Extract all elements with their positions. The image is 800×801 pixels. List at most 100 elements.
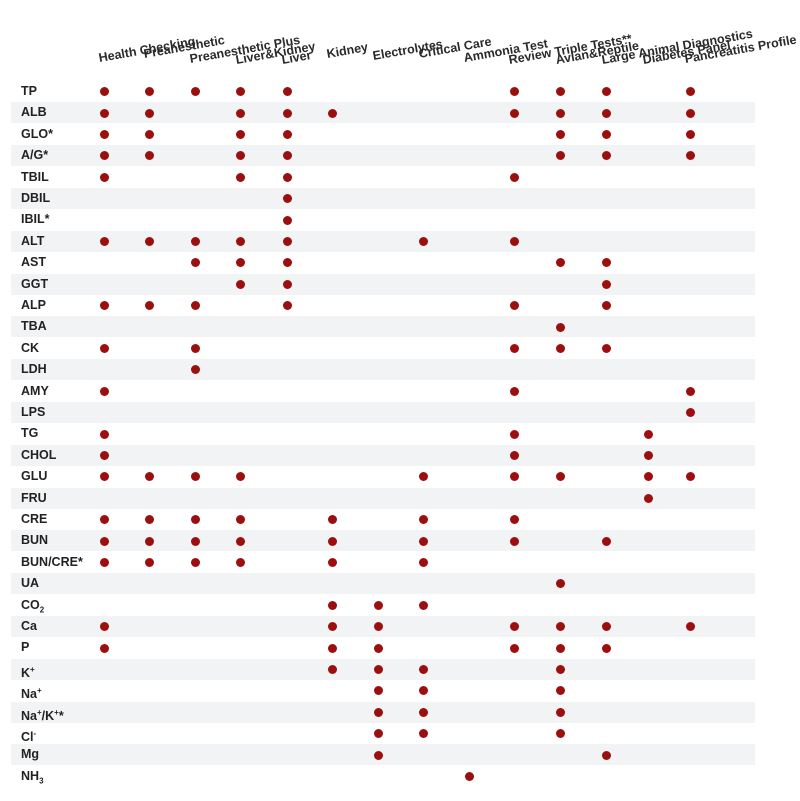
- test-label: CHOL: [21, 447, 57, 462]
- included-dot: [99, 643, 109, 653]
- table-row: LPS: [11, 402, 755, 423]
- included-dot: [685, 129, 695, 139]
- included-dot: [235, 129, 245, 139]
- table-row: BUN: [11, 530, 755, 552]
- included-dot: [99, 108, 109, 118]
- included-dot: [555, 151, 565, 161]
- included-dot: [373, 643, 383, 653]
- table-row: Na+/K+*: [11, 701, 755, 723]
- included-dot: [327, 557, 337, 567]
- included-dot: [685, 472, 695, 482]
- included-dot: [373, 664, 383, 674]
- table-row: K+: [11, 658, 755, 680]
- table-row: CO2: [11, 595, 755, 616]
- test-label: IBIL*: [21, 212, 50, 227]
- included-dot: [601, 87, 611, 97]
- included-dot: [99, 622, 109, 632]
- included-dot: [601, 108, 611, 118]
- included-dot: [282, 108, 292, 118]
- table-row: DBIL: [11, 188, 755, 209]
- included-dot: [643, 493, 653, 503]
- included-dot: [555, 707, 565, 717]
- test-label: BUN: [21, 533, 49, 548]
- included-dot: [555, 108, 565, 118]
- included-dot: [282, 258, 292, 268]
- included-dot: [509, 515, 519, 525]
- included-dot: [144, 108, 154, 118]
- included-dot: [418, 600, 428, 610]
- table-row: GLO*: [11, 124, 755, 145]
- included-dot: [601, 643, 611, 653]
- included-dot: [509, 108, 519, 118]
- test-label: Na+/K+*: [21, 707, 64, 723]
- included-dot: [555, 472, 565, 482]
- included-dot: [555, 322, 565, 332]
- included-dot: [555, 664, 565, 674]
- included-dot: [509, 536, 519, 546]
- included-dot: [418, 664, 428, 674]
- included-dot: [555, 87, 565, 97]
- test-label: CK: [21, 340, 40, 355]
- included-dot: [144, 536, 154, 546]
- included-dot: [282, 236, 292, 246]
- included-dot: [555, 579, 565, 589]
- test-label: TG: [21, 426, 39, 441]
- included-dot: [418, 729, 428, 739]
- test-label: Ca: [21, 619, 37, 633]
- test-label: ALB: [21, 105, 47, 120]
- table-row: Ca: [11, 616, 755, 637]
- included-dot: [555, 258, 565, 268]
- panel-header: Kidney: [325, 39, 370, 61]
- test-label: DBIL: [21, 191, 51, 205]
- included-dot: [643, 429, 653, 439]
- table-row: Cl-: [11, 723, 755, 744]
- table-row: CRE: [11, 509, 755, 530]
- test-label: GLU: [21, 469, 48, 484]
- included-dot: [685, 108, 695, 118]
- included-dot: [235, 108, 245, 118]
- included-dot: [509, 622, 519, 632]
- included-dot: [685, 386, 695, 396]
- included-dot: [99, 429, 109, 439]
- included-dot: [235, 536, 245, 546]
- test-label: GGT: [21, 276, 49, 291]
- included-dot: [99, 151, 109, 161]
- included-dot: [418, 472, 428, 482]
- included-dot: [282, 172, 292, 182]
- included-dot: [464, 771, 474, 781]
- included-dot: [509, 429, 519, 439]
- included-dot: [373, 750, 383, 760]
- table-row: TG: [11, 423, 755, 444]
- included-dot: [601, 258, 611, 268]
- test-label: Cl-: [21, 729, 37, 745]
- included-dot: [99, 386, 109, 396]
- test-label: LDH: [21, 362, 47, 377]
- table-row: TBA: [11, 316, 755, 338]
- test-label: Mg: [21, 747, 40, 762]
- included-dot: [190, 536, 200, 546]
- included-dot: [509, 236, 519, 246]
- included-dot: [643, 472, 653, 482]
- test-label: LPS: [21, 405, 46, 419]
- included-dot: [190, 87, 200, 97]
- included-dot: [601, 151, 611, 161]
- test-label: CO2: [21, 597, 45, 615]
- included-dot: [373, 686, 383, 696]
- table-row: IBIL*: [11, 209, 755, 230]
- included-dot: [643, 450, 653, 460]
- table-row: CHOL: [11, 444, 755, 466]
- included-dot: [509, 87, 519, 97]
- test-label: FRU: [21, 490, 47, 505]
- included-dot: [418, 686, 428, 696]
- included-dot: [601, 536, 611, 546]
- test-label: CRE: [21, 512, 48, 526]
- included-dot: [509, 386, 519, 396]
- included-dot: [373, 729, 383, 739]
- table-row: A/G*: [11, 145, 755, 167]
- included-dot: [418, 236, 428, 246]
- included-dot: [99, 536, 109, 546]
- table-row: P: [11, 637, 755, 658]
- table-row: AST: [11, 252, 755, 273]
- included-dot: [144, 472, 154, 482]
- included-dot: [144, 236, 154, 246]
